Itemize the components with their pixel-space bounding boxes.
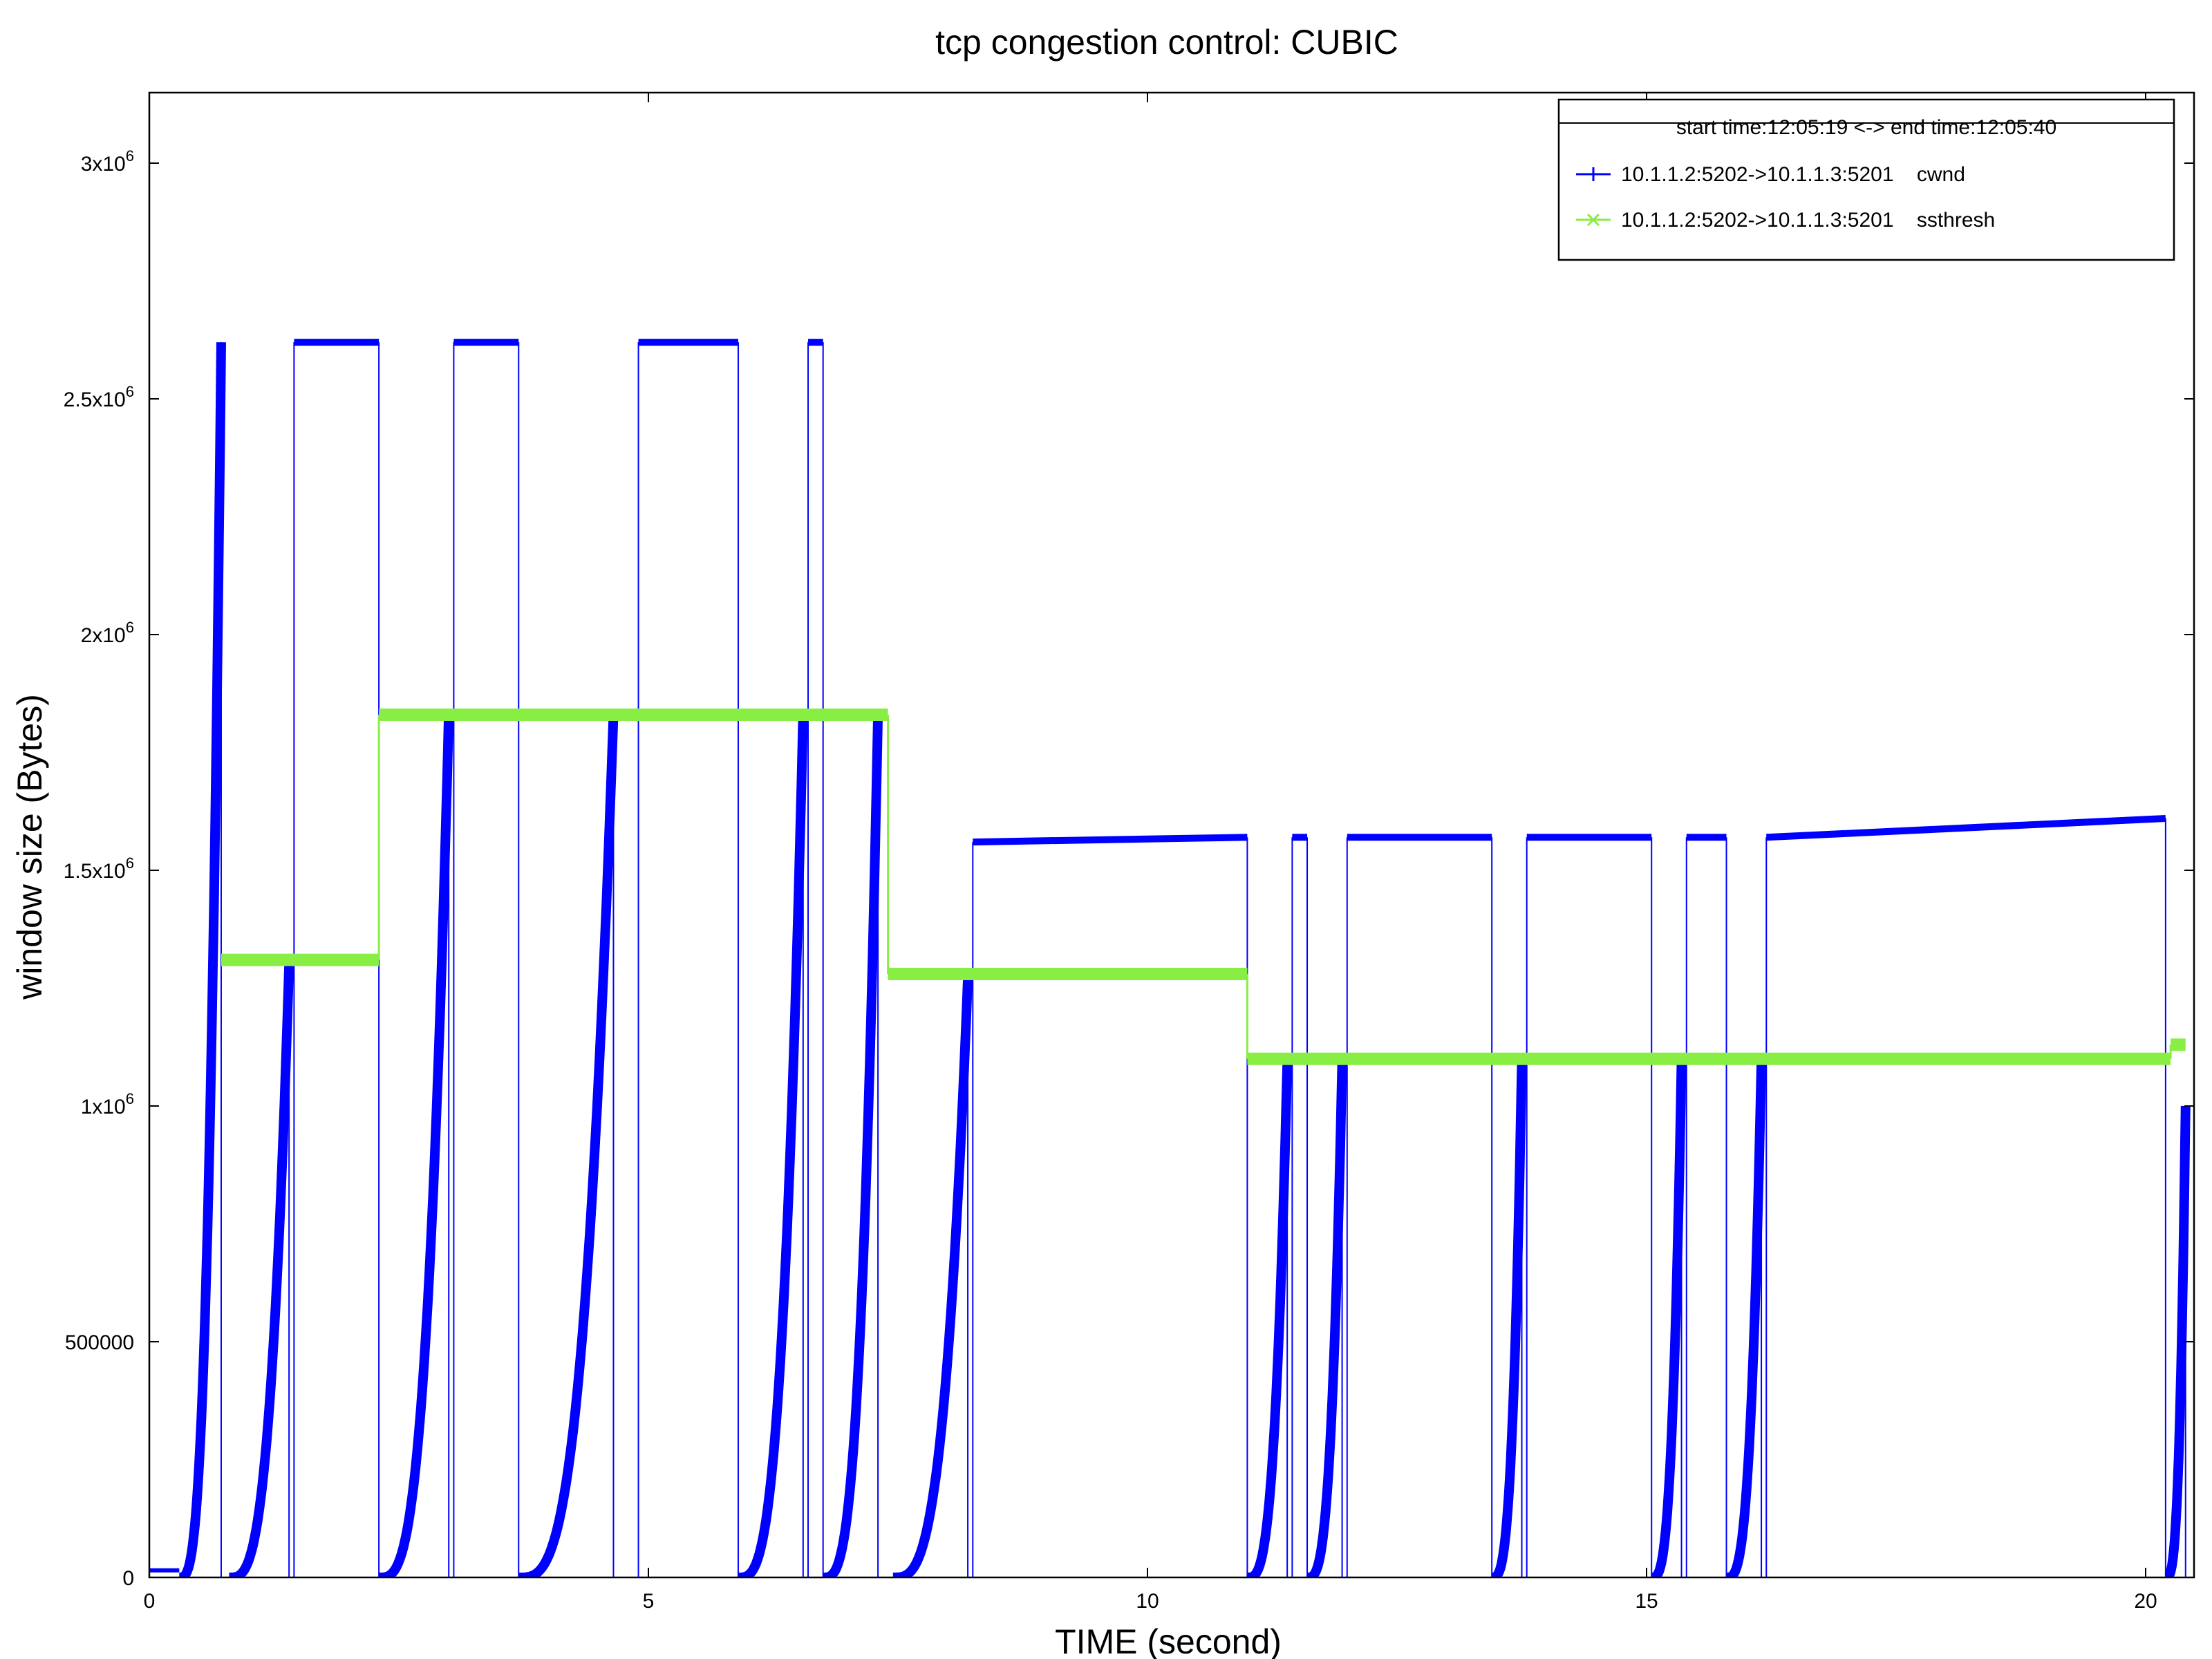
cwnd-ramp: [735, 714, 808, 1577]
x-tick-label: 0: [144, 1590, 156, 1613]
y-tick-label: 0: [122, 1567, 134, 1590]
axis-ticks: 0 5 10 15 20 0 500000 1x106 1.5x106 2x106 2.5x106 3…: [64, 93, 2194, 1613]
plot-frame: [148, 91, 2195, 1579]
cwnd-ramp: [2161, 1105, 2191, 1577]
cwnd-ramp: [1647, 1063, 1687, 1577]
cwnd-ramp: [225, 964, 294, 1577]
cwnd-ramp: [819, 714, 883, 1577]
legend-header: start time:12:05:19 <-> end time:12:05:4…: [1676, 116, 2056, 139]
cwnd-ramp: [175, 342, 226, 1577]
cwnd-ramp: [890, 978, 973, 1577]
cwnd-ramp: [1488, 1063, 1527, 1577]
series-cwnd: [149, 339, 2191, 1577]
cwnd-plateau: [973, 834, 1248, 846]
cwnd-plateau: [1766, 814, 2166, 841]
cwnd-ramp: [375, 714, 454, 1577]
y-tick-label: 500000: [65, 1331, 134, 1354]
cwnd-ramp: [1243, 1063, 1293, 1577]
legend-marker-cross: [1586, 213, 1600, 227]
chart-title: tcp congestion control: CUBIC: [935, 23, 1398, 62]
y-axis-title: window size (Bytes): [10, 694, 49, 1000]
y-tick-label: 3x106: [81, 147, 134, 176]
legend: start time:12:05:19 <-> end time:12:05:4…: [1557, 98, 2175, 261]
legend-label: 10.1.1.2:5202->10.1.1.3:5201 ssthresh: [1621, 209, 1995, 232]
y-tick-label: 1.5x106: [64, 854, 134, 883]
y-tick-label: 2.5x106: [64, 383, 134, 411]
x-tick-label: 10: [1136, 1590, 1159, 1613]
cwnd-ramp: [1303, 1063, 1347, 1577]
y-tick-label: 1x106: [81, 1090, 134, 1118]
x-tick-label: 20: [2134, 1590, 2157, 1613]
series-ssthresh: [221, 708, 2186, 1065]
cwnd-ramp: [1722, 1063, 1767, 1577]
y-tick-label: 2x106: [81, 619, 134, 647]
x-tick-label: 15: [1635, 1590, 1658, 1613]
legend-box: [1557, 98, 2175, 261]
cwnd-ramp: [516, 714, 619, 1577]
x-tick-label: 5: [643, 1590, 655, 1613]
x-axis-title: TIME (second): [1055, 1622, 1282, 1659]
legend-label: 10.1.1.2:5202->10.1.1.3:5201 cwnd: [1621, 163, 1965, 186]
